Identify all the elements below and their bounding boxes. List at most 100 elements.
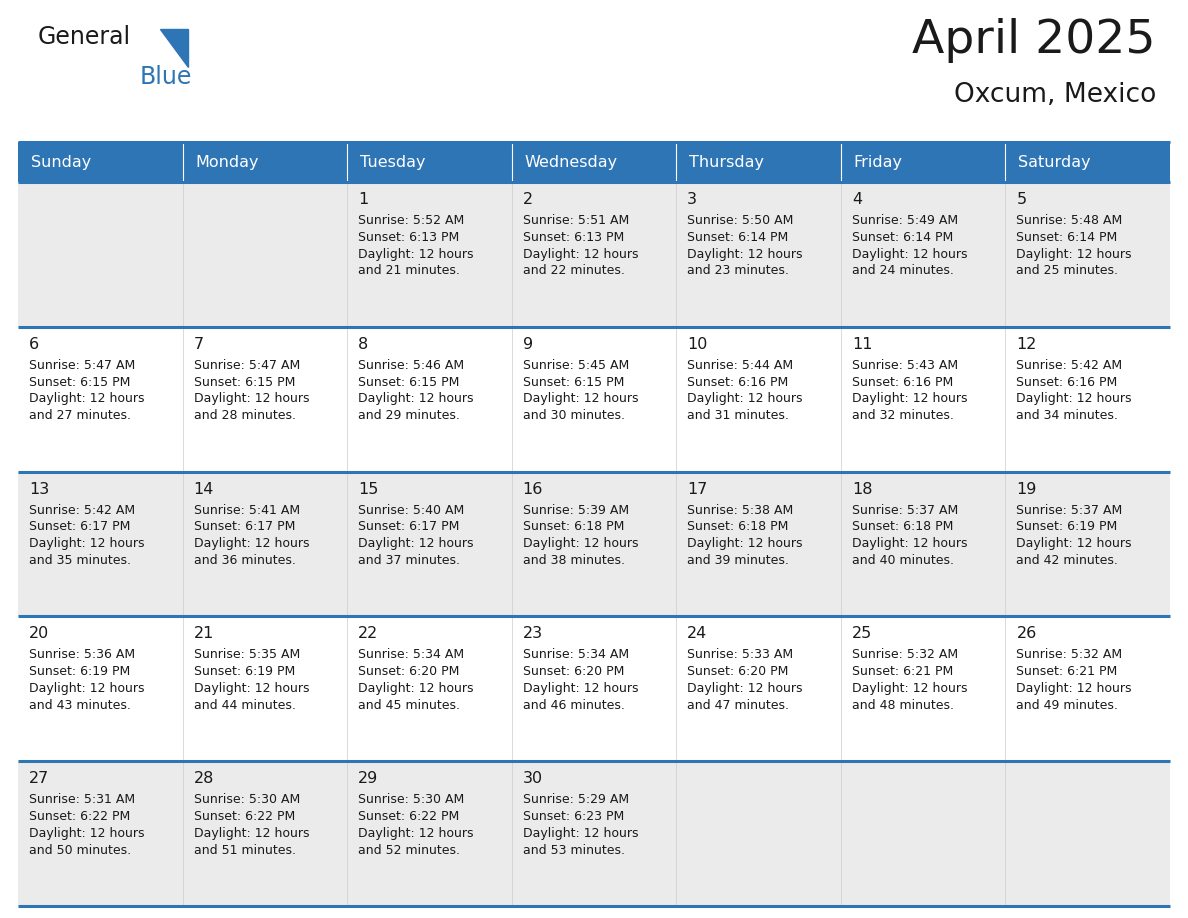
Text: Sunset: 6:21 PM: Sunset: 6:21 PM <box>852 666 953 678</box>
Text: Sunset: 6:21 PM: Sunset: 6:21 PM <box>1017 666 1118 678</box>
Text: Sunday: Sunday <box>31 154 91 170</box>
Text: Sunrise: 5:46 AM: Sunrise: 5:46 AM <box>358 359 465 372</box>
Text: Daylight: 12 hours: Daylight: 12 hours <box>358 827 474 840</box>
Bar <box>676 142 841 182</box>
Bar <box>18 142 183 182</box>
Text: 27: 27 <box>29 771 49 786</box>
Text: 13: 13 <box>29 482 49 497</box>
Text: 6: 6 <box>29 337 39 352</box>
Text: 7: 7 <box>194 337 203 352</box>
Text: and 48 minutes.: and 48 minutes. <box>852 699 954 711</box>
Text: 15: 15 <box>358 482 379 497</box>
Text: Oxcum, Mexico: Oxcum, Mexico <box>954 82 1156 108</box>
Text: Sunset: 6:20 PM: Sunset: 6:20 PM <box>358 666 460 678</box>
Text: Sunset: 6:22 PM: Sunset: 6:22 PM <box>358 810 460 823</box>
Text: 11: 11 <box>852 337 872 352</box>
Text: and 38 minutes.: and 38 minutes. <box>523 554 625 567</box>
Text: Sunset: 6:20 PM: Sunset: 6:20 PM <box>688 666 789 678</box>
Text: and 23 minutes.: and 23 minutes. <box>688 264 789 277</box>
Text: Saturday: Saturday <box>1018 154 1091 170</box>
Text: 2: 2 <box>523 192 533 207</box>
Polygon shape <box>160 29 188 67</box>
Text: Daylight: 12 hours: Daylight: 12 hours <box>688 537 803 550</box>
Text: Daylight: 12 hours: Daylight: 12 hours <box>1017 248 1132 261</box>
Text: Sunrise: 5:52 AM: Sunrise: 5:52 AM <box>358 214 465 227</box>
Text: 1: 1 <box>358 192 368 207</box>
Text: Daylight: 12 hours: Daylight: 12 hours <box>688 392 803 406</box>
Text: Sunrise: 5:42 AM: Sunrise: 5:42 AM <box>1017 359 1123 372</box>
Text: Sunset: 6:14 PM: Sunset: 6:14 PM <box>1017 230 1118 244</box>
Bar <box>676 182 841 327</box>
Text: Daylight: 12 hours: Daylight: 12 hours <box>194 827 309 840</box>
Text: 29: 29 <box>358 771 379 786</box>
Text: April 2025: April 2025 <box>912 18 1156 63</box>
Text: Daylight: 12 hours: Daylight: 12 hours <box>29 537 145 550</box>
Text: and 36 minutes.: and 36 minutes. <box>194 554 296 567</box>
Bar <box>183 761 347 906</box>
Text: and 42 minutes.: and 42 minutes. <box>1017 554 1118 567</box>
Text: Sunset: 6:17 PM: Sunset: 6:17 PM <box>29 521 131 533</box>
Text: Sunset: 6:17 PM: Sunset: 6:17 PM <box>358 521 460 533</box>
Text: and 32 minutes.: and 32 minutes. <box>852 409 954 422</box>
Bar <box>512 472 676 616</box>
Text: Thursday: Thursday <box>689 154 764 170</box>
Text: Sunset: 6:13 PM: Sunset: 6:13 PM <box>523 230 624 244</box>
Bar <box>512 327 676 472</box>
Text: 4: 4 <box>852 192 862 207</box>
Text: Sunrise: 5:45 AM: Sunrise: 5:45 AM <box>523 359 628 372</box>
Text: and 47 minutes.: and 47 minutes. <box>688 699 789 711</box>
Text: and 31 minutes.: and 31 minutes. <box>688 409 789 422</box>
Text: Sunset: 6:18 PM: Sunset: 6:18 PM <box>688 521 789 533</box>
Text: Daylight: 12 hours: Daylight: 12 hours <box>852 682 967 695</box>
Text: Sunrise: 5:47 AM: Sunrise: 5:47 AM <box>194 359 299 372</box>
Text: and 35 minutes.: and 35 minutes. <box>29 554 131 567</box>
Bar <box>512 616 676 761</box>
Bar <box>1005 761 1170 906</box>
Text: 23: 23 <box>523 626 543 642</box>
Text: 26: 26 <box>1017 626 1037 642</box>
Text: Sunrise: 5:50 AM: Sunrise: 5:50 AM <box>688 214 794 227</box>
Text: Daylight: 12 hours: Daylight: 12 hours <box>523 537 638 550</box>
Text: 5: 5 <box>1017 192 1026 207</box>
Bar <box>183 142 347 182</box>
Bar <box>676 761 841 906</box>
Bar <box>1005 616 1170 761</box>
Text: 18: 18 <box>852 482 872 497</box>
Text: Sunset: 6:15 PM: Sunset: 6:15 PM <box>358 375 460 388</box>
Text: and 43 minutes.: and 43 minutes. <box>29 699 131 711</box>
Text: 25: 25 <box>852 626 872 642</box>
Bar <box>512 182 676 327</box>
Text: Sunrise: 5:48 AM: Sunrise: 5:48 AM <box>1017 214 1123 227</box>
Text: and 52 minutes.: and 52 minutes. <box>358 844 460 856</box>
Text: Sunrise: 5:31 AM: Sunrise: 5:31 AM <box>29 793 135 806</box>
Bar <box>512 761 676 906</box>
Text: 10: 10 <box>688 337 708 352</box>
Text: Daylight: 12 hours: Daylight: 12 hours <box>1017 537 1132 550</box>
Text: Sunset: 6:22 PM: Sunset: 6:22 PM <box>194 810 295 823</box>
Text: Sunrise: 5:30 AM: Sunrise: 5:30 AM <box>194 793 299 806</box>
Text: Daylight: 12 hours: Daylight: 12 hours <box>194 392 309 406</box>
Text: Sunset: 6:15 PM: Sunset: 6:15 PM <box>29 375 131 388</box>
Text: Daylight: 12 hours: Daylight: 12 hours <box>688 248 803 261</box>
Bar <box>676 472 841 616</box>
Text: Sunset: 6:17 PM: Sunset: 6:17 PM <box>194 521 295 533</box>
Bar <box>676 327 841 472</box>
Text: and 50 minutes.: and 50 minutes. <box>29 844 131 856</box>
Text: 9: 9 <box>523 337 533 352</box>
Text: Daylight: 12 hours: Daylight: 12 hours <box>194 682 309 695</box>
Text: Sunset: 6:22 PM: Sunset: 6:22 PM <box>29 810 131 823</box>
Bar <box>841 761 1005 906</box>
Text: Sunset: 6:15 PM: Sunset: 6:15 PM <box>194 375 295 388</box>
Text: and 24 minutes.: and 24 minutes. <box>852 264 954 277</box>
Bar <box>183 327 347 472</box>
Text: and 45 minutes.: and 45 minutes. <box>358 699 460 711</box>
Text: Daylight: 12 hours: Daylight: 12 hours <box>29 392 145 406</box>
Text: Sunrise: 5:37 AM: Sunrise: 5:37 AM <box>1017 504 1123 517</box>
Text: Sunrise: 5:38 AM: Sunrise: 5:38 AM <box>688 504 794 517</box>
Text: Daylight: 12 hours: Daylight: 12 hours <box>1017 682 1132 695</box>
Text: Sunset: 6:16 PM: Sunset: 6:16 PM <box>852 375 953 388</box>
Bar <box>512 142 676 182</box>
Bar <box>347 761 512 906</box>
Text: and 25 minutes.: and 25 minutes. <box>1017 264 1118 277</box>
Text: and 46 minutes.: and 46 minutes. <box>523 699 625 711</box>
